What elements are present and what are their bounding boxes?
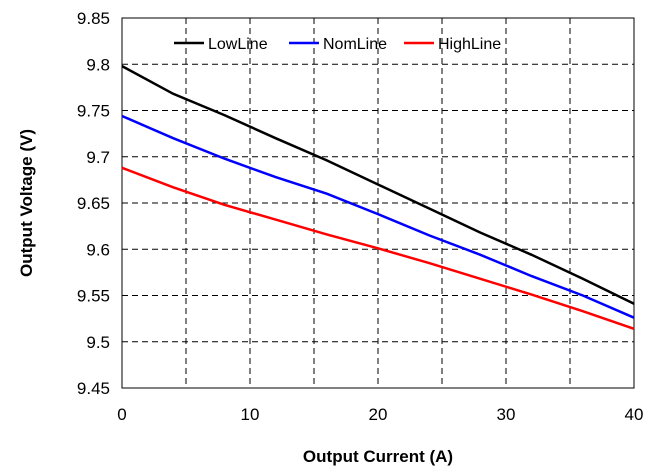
legend-label-nomline: NomLine [323, 36, 387, 53]
legend-label-lowline: LowLine [208, 36, 268, 53]
x-axis-ticks: 0 10 20 30 40 [117, 405, 643, 424]
y-tick-label: 9.6 [86, 240, 110, 259]
x-tick-label: 0 [117, 405, 126, 424]
x-tick-label: 30 [497, 405, 516, 424]
y-tick-label: 9.5 [86, 333, 110, 352]
series-group [121, 65, 635, 330]
x-axis-title: Output Current (A) [303, 447, 453, 466]
y-tick-label: 9.7 [86, 148, 110, 167]
legend: LowLine NomLine HighLine [174, 36, 501, 53]
y-tick-label: 9.45 [77, 379, 110, 398]
series-line-nomline [121, 114, 635, 319]
y-tick-label: 9.85 [77, 9, 110, 28]
x-tick-label: 10 [241, 405, 260, 424]
series-line-lowline [121, 65, 635, 305]
y-tick-label: 9.8 [86, 55, 110, 74]
y-axis-ticks: 9.85 9.8 9.75 9.7 9.65 9.6 9.55 9.5 9.45 [77, 9, 110, 398]
y-axis-title: Output Voltage (V) [17, 129, 36, 277]
y-tick-label: 9.55 [77, 287, 110, 306]
y-tick-label: 9.75 [77, 102, 110, 121]
plot-frame [121, 17, 635, 389]
legend-label-highline: HighLine [438, 36, 501, 53]
grid [122, 18, 634, 388]
x-tick-label: 20 [369, 405, 388, 424]
series-line-highline [121, 166, 635, 330]
y-tick-label: 9.65 [77, 194, 110, 213]
x-tick-label: 40 [625, 405, 644, 424]
